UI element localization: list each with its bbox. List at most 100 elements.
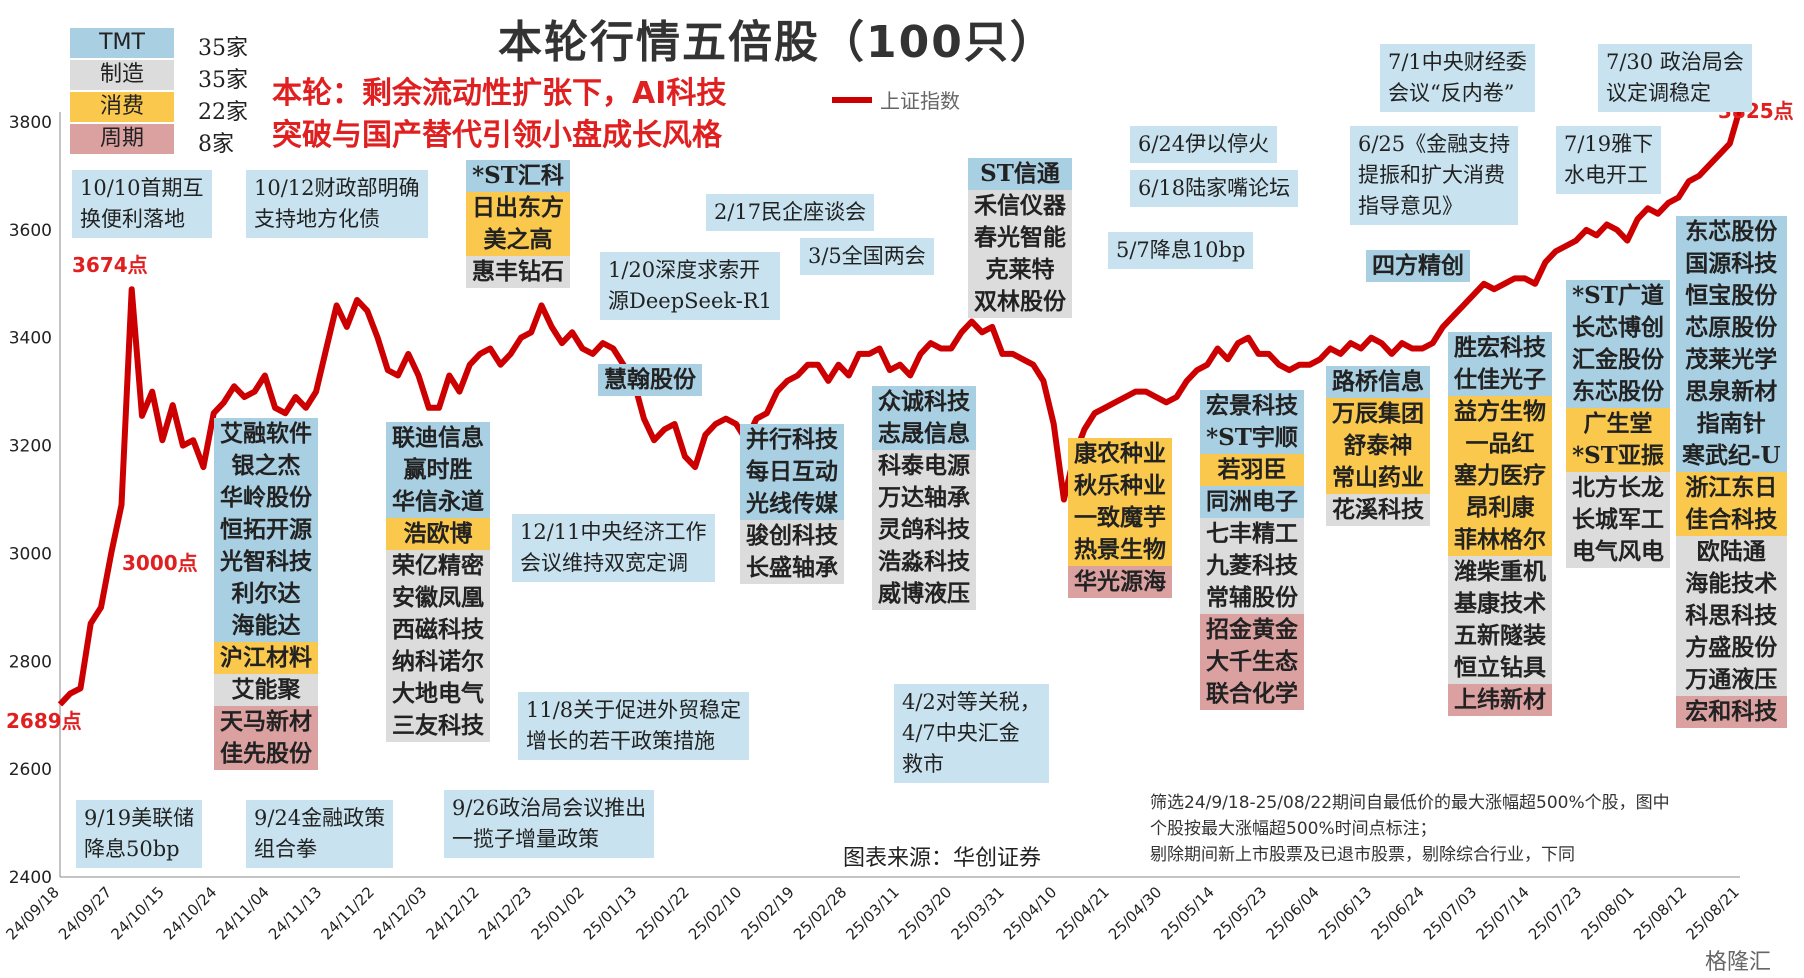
- legend-cyc-count: 8家: [198, 132, 234, 157]
- stock-label: ST信通: [968, 158, 1072, 190]
- stock-label: 七丰精工: [1200, 518, 1304, 550]
- stock-label: 电气风电: [1566, 536, 1670, 568]
- note-line: 筛选24/9/18-25/08/22期间自最低价的最大涨幅超500%个股，图中: [1150, 793, 1670, 813]
- event-box: 5/7降息10bp: [1108, 232, 1254, 269]
- legend-tmt: TMT: [70, 28, 174, 58]
- event-line: 9/19美联储: [84, 806, 195, 830]
- event-box: 3/5全国两会: [800, 238, 934, 275]
- event-line: 会议“反内卷”: [1388, 81, 1515, 105]
- stock-label: *ST亚振: [1566, 440, 1670, 472]
- stock-label: 艾融软件: [214, 418, 318, 450]
- x-tick-label: 24/09/27: [55, 883, 115, 943]
- event-box: 10/10首期互 换便利落地: [72, 170, 212, 238]
- stock-label: 华岭股份: [214, 482, 318, 514]
- x-tick-label: 25/08/21: [1682, 883, 1742, 943]
- stock-label: 昂利康: [1448, 492, 1552, 524]
- x-tick-label: 25/03/11: [842, 883, 902, 943]
- stock-label: 沪江材料: [214, 642, 318, 674]
- event-line: 7/19雅下: [1564, 132, 1654, 156]
- stock-label: 安徽凤凰: [386, 582, 490, 614]
- stock-label: 志晟信息: [872, 418, 976, 450]
- stock-label: 并行科技: [740, 424, 844, 456]
- stock-label: 宏和科技: [1676, 696, 1787, 728]
- x-tick-label: 24/11/04: [212, 883, 272, 943]
- stock-label: 一致魔芋: [1068, 502, 1172, 534]
- stock-label: 禾信仪器: [968, 190, 1072, 222]
- x-tick-label: 25/03/20: [895, 883, 955, 943]
- stock-label: 康农种业: [1068, 438, 1172, 470]
- event-box: 7/19雅下 水电开工: [1556, 126, 1662, 194]
- x-tick-label: 24/11/22: [317, 883, 377, 943]
- legend-con: 消费: [70, 92, 174, 122]
- x-tick-label: 24/10/24: [160, 883, 220, 943]
- stock-label: 方盛股份: [1676, 632, 1787, 664]
- stock-label: 舒泰神: [1326, 430, 1430, 462]
- stock-label: 北方长龙: [1566, 472, 1670, 504]
- x-tick-label: 25/03/31: [947, 883, 1007, 943]
- stock-label: 海能技术: [1676, 568, 1787, 600]
- x-tick-label: 25/06/13: [1315, 883, 1375, 943]
- x-tick-label: 24/12/12: [422, 883, 482, 943]
- event-box: 6/25《金融支持 提振和扩大消费 指导意见》: [1350, 126, 1519, 225]
- stock-label: 热景生物: [1068, 534, 1172, 566]
- stock-label: *ST广道: [1566, 280, 1670, 312]
- stock-label: 同洲电子: [1200, 486, 1304, 518]
- event-line: 10/10首期互: [80, 176, 204, 200]
- stock-label: 潍柴重机: [1448, 556, 1552, 588]
- event-line: 源DeepSeek-R1: [608, 289, 773, 313]
- stock-label: 恒立钻具: [1448, 652, 1552, 684]
- stock-label: 大地电气: [386, 678, 490, 710]
- y-tick-label: 2600: [9, 760, 52, 780]
- stock-label: 浙江东日: [1676, 472, 1787, 504]
- event-line: 增长的若干政策措施: [526, 729, 715, 753]
- event-box: 10/12财政部明确 支持地方化债: [246, 170, 428, 238]
- stock-stack: 联迪信息 赢时胜 华信永道 浩欧博 荣亿精密 安徽凤凰 西磁科技 纳科诺尔 大地电气 三友科技: [386, 422, 490, 742]
- event-box: 1/20深度求索开 源DeepSeek-R1: [600, 252, 781, 320]
- event-line: 4/7中央汇金: [902, 721, 1020, 745]
- event-line: 提振和扩大消费: [1358, 163, 1505, 187]
- annotation-start: 2689点: [6, 709, 82, 733]
- stock-label: 茂莱光学: [1676, 344, 1787, 376]
- methodology-note: 筛选24/9/18-25/08/22期间自最低价的最大涨幅超500%个股，图中 …: [1150, 790, 1670, 868]
- stock-label: 万达轴承: [872, 482, 976, 514]
- stock-label: 威博液压: [872, 578, 976, 610]
- event-line: 6/18陆家嘴论坛: [1138, 176, 1291, 200]
- x-tick-label: 25/01/02: [527, 883, 587, 943]
- event-box: 9/24金融政策 组合拳: [246, 800, 394, 868]
- stock-label: 佳先股份: [214, 738, 318, 770]
- event-line: 救市: [902, 752, 944, 776]
- stock-label: 寒武纪-U: [1676, 440, 1787, 472]
- y-tick-label: 2800: [9, 652, 52, 672]
- stock-label: *ST汇科: [466, 160, 570, 192]
- event-box: 12/11中央经济工作 会议维持双宽定调: [512, 514, 715, 582]
- event-line: 议定调稳定: [1606, 81, 1711, 105]
- stock-stack: 慧翰股份: [598, 364, 702, 396]
- watermark: 格隆汇: [1705, 950, 1772, 975]
- stock-label: 克莱特: [968, 254, 1072, 286]
- x-tick-label: 25/02/28: [790, 883, 850, 943]
- x-tick-label: 25/04/10: [1000, 883, 1060, 943]
- event-box: 9/19美联储 降息50bp: [76, 800, 203, 868]
- legend-con-count: 22家: [198, 100, 248, 125]
- legend-label: 上证指数: [880, 89, 960, 113]
- stock-label: 海能达: [214, 610, 318, 642]
- x-tick-label: 25/07/14: [1472, 883, 1532, 943]
- stock-stack: 康农种业 秋乐种业 一致魔芋 热景生物 华光源海: [1068, 438, 1172, 598]
- event-line: 10/12财政部明确: [254, 176, 420, 200]
- stock-label: 万辰集团: [1326, 398, 1430, 430]
- event-line: 4/2对等关税，: [902, 690, 1041, 714]
- stock-label: 利尔达: [214, 578, 318, 610]
- event-line: 7/1中央财经委: [1388, 50, 1527, 74]
- event-line: 5/7降息10bp: [1116, 238, 1246, 262]
- stock-label: 若羽臣: [1200, 454, 1304, 486]
- stock-stack: 宏景科技 *ST宇顺 若羽臣 同洲电子 七丰精工 九菱科技 常辅股份 招金黄金 大千生态 联合化学: [1200, 390, 1304, 710]
- x-tick-label: 25/01/22: [632, 883, 692, 943]
- stock-label: 每日互动: [740, 456, 844, 488]
- stock-label: 春光智能: [968, 222, 1072, 254]
- event-box: 11/8关于促进外贸稳定 增长的若干政策措施: [518, 692, 750, 760]
- legend-tmt-count: 35家: [198, 36, 248, 61]
- event-box: 2/17民企座谈会: [706, 194, 875, 231]
- event-line: 组合拳: [254, 837, 317, 861]
- x-tick-label: 25/01/13: [580, 883, 640, 943]
